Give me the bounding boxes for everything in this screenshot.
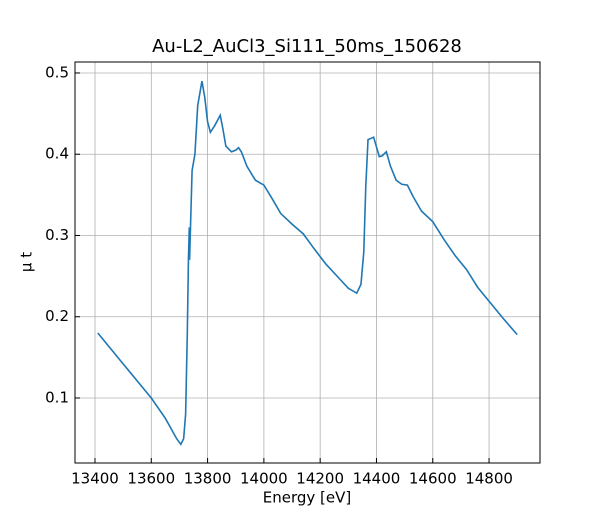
x-tick-label: 14400 <box>353 470 401 488</box>
y-tick-label: 0.3 <box>45 226 69 244</box>
y-tick-label: 0.4 <box>45 145 69 163</box>
x-tick-label: 13400 <box>71 470 119 488</box>
data-line <box>97 80 518 446</box>
x-tick-label: 13800 <box>184 470 232 488</box>
x-tick-label: 14600 <box>409 470 457 488</box>
y-tick-label: 0.2 <box>45 307 69 325</box>
plot-frame <box>74 61 541 464</box>
y-tick-label: 0.5 <box>45 63 69 81</box>
x-tick-label: 14800 <box>465 470 513 488</box>
x-axis-label: Energy [eV] <box>263 489 351 507</box>
x-tick-label: 14200 <box>296 470 344 488</box>
chart-title: Au-L2_AuCl3_Si111_50ms_150628 <box>152 36 462 57</box>
y-tick-label: 0.1 <box>45 388 69 406</box>
y-axis-label: μ t <box>18 252 36 272</box>
x-tick-label: 13600 <box>127 470 175 488</box>
x-tick-label: 14000 <box>240 470 288 488</box>
